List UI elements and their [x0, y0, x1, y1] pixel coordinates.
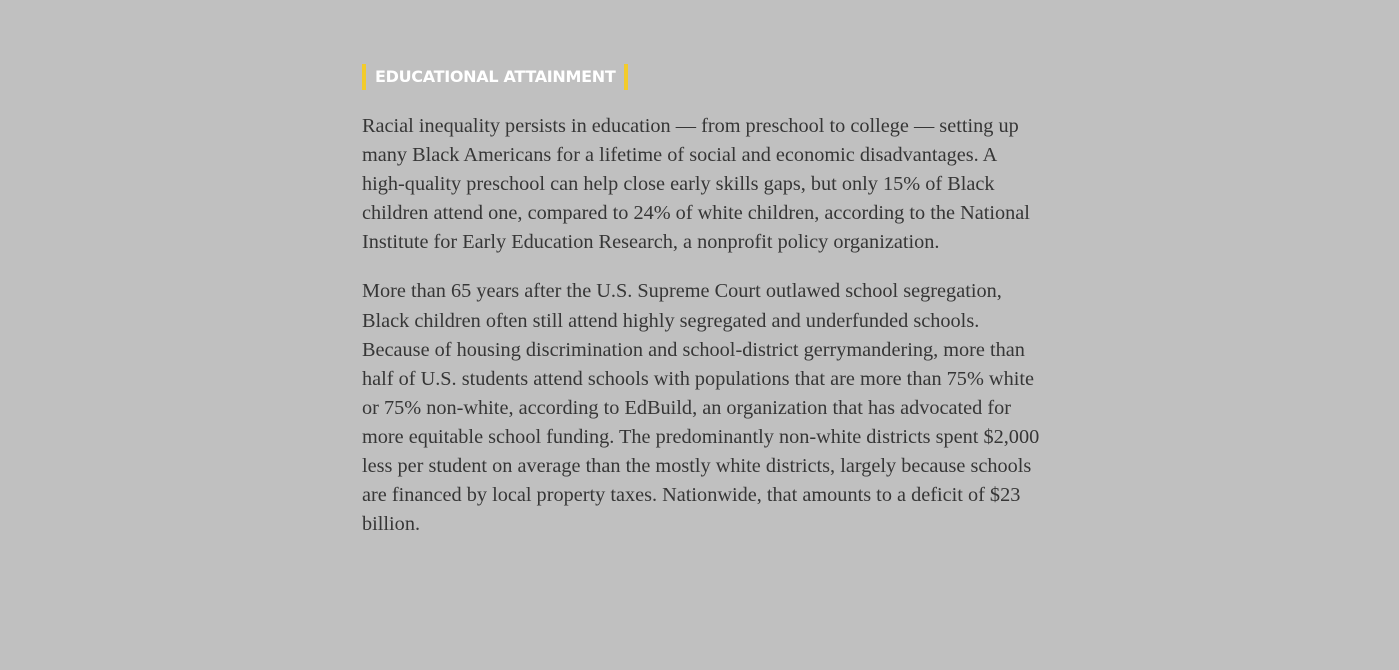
- paragraph-preschool: Racial inequality persists in education …: [362, 115, 1030, 254]
- section-label: EDUCATIONAL ATTAINMENT: [362, 64, 629, 90]
- accent-bar-right: [624, 64, 629, 90]
- paragraph-segregation: More than 65 years after the U.S. Suprem…: [362, 280, 1040, 536]
- accent-bar-left: [362, 64, 366, 90]
- article: EDUCATIONAL ATTAINMENT Racial inequality…: [362, 64, 1042, 559]
- section-label-text: EDUCATIONAL ATTAINMENT: [375, 67, 616, 86]
